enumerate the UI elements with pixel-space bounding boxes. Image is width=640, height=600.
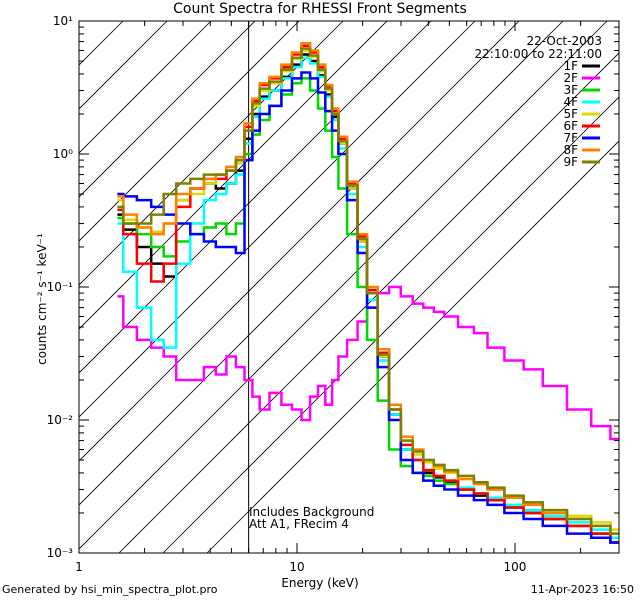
hatch-line	[118, 52, 619, 553]
y-tick-label: 10⁰	[53, 147, 73, 161]
legend-label-9f: 9F	[563, 155, 578, 169]
legend-label-8f: 8F	[563, 143, 578, 157]
hatch-line	[79, 21, 520, 462]
legend-label-5f: 5F	[563, 107, 578, 121]
legend-label-4f: 4F	[563, 95, 578, 109]
chart-title: Count Spectra for RHESSI Front Segments	[173, 1, 467, 17]
plot-frame	[78, 20, 620, 554]
hatch-line	[79, 21, 476, 418]
series-line-9f	[117, 47, 619, 535]
hatch-line	[79, 21, 388, 330]
y-tick-label: 10⁻³	[47, 546, 74, 560]
y-tick-label: 10¹	[53, 14, 73, 28]
x-tick-label: 1	[75, 560, 83, 574]
hatch-line	[79, 21, 300, 242]
time-range-label: 22:10:00 to 22:11:00	[474, 47, 602, 61]
timestamp-footer: 11-Apr-2023 16:50	[530, 583, 634, 596]
series-line-7f	[117, 71, 619, 544]
y-axis-label: counts cm⁻² s⁻¹ keV⁻¹	[34, 233, 49, 365]
x-tick-label: 100	[504, 560, 527, 574]
hatch-line	[79, 21, 344, 286]
series-line-2f	[117, 285, 619, 441]
attenuator-note: Att A1, FRecim 4	[249, 517, 349, 531]
hatch-line	[79, 21, 432, 374]
background-note: Includes Background	[249, 505, 375, 519]
legend-label-6f: 6F	[563, 119, 578, 133]
hatch-line	[79, 21, 212, 154]
legend-label-1f: 1F	[563, 59, 578, 73]
date-label: 22-Oct-2003	[526, 34, 602, 48]
hatch-line	[79, 21, 256, 198]
x-axis-label: Energy (keV)	[281, 576, 359, 590]
legend-label-3f: 3F	[563, 83, 578, 97]
y-tick-label: 10⁻²	[47, 413, 74, 427]
legend-label-2f: 2F	[563, 71, 578, 85]
hatch-line	[79, 21, 564, 506]
shaded-region	[79, 21, 619, 553]
generated-by-footer: Generated by hsi_min_spectra_plot.pro	[2, 583, 218, 596]
legend-label-7f: 7F	[563, 131, 578, 145]
hatch-line	[206, 140, 619, 553]
hatch-line	[79, 21, 608, 550]
hatch-line	[162, 96, 619, 553]
y-tick-label: 10⁻¹	[47, 280, 74, 294]
x-tick-label: 10	[289, 560, 304, 574]
